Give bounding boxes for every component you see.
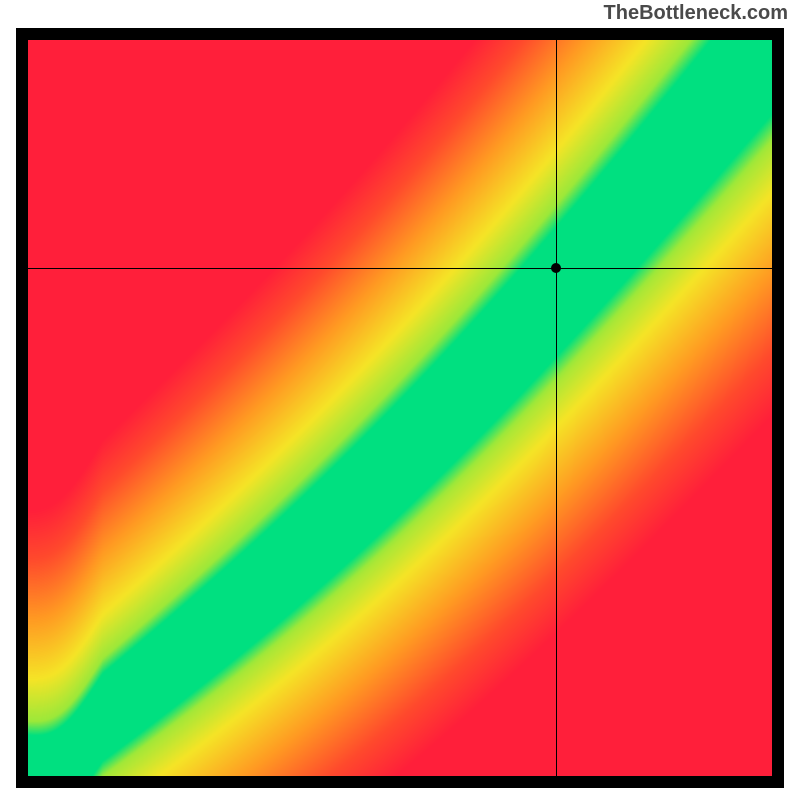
- heatmap-canvas: [28, 40, 772, 776]
- chart-container: TheBottleneck.com: [0, 0, 800, 800]
- data-point-marker: [551, 263, 561, 273]
- plot-frame: [16, 28, 784, 788]
- watermark-text: TheBottleneck.com: [604, 2, 788, 25]
- crosshair-vertical: [556, 40, 557, 776]
- crosshair-horizontal: [28, 268, 772, 269]
- plot-area: [28, 40, 772, 776]
